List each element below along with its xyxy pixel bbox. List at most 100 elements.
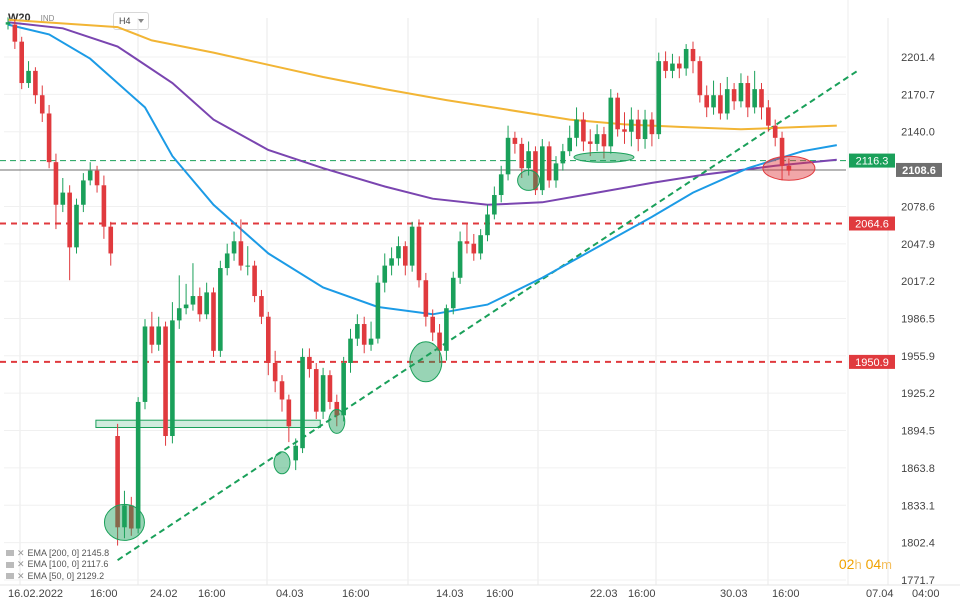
candle-body [115, 436, 120, 528]
grip-icon[interactable] [6, 550, 14, 557]
level-badge [849, 216, 895, 231]
x-tick-label: 16:00 [198, 588, 226, 600]
candle-body [176, 308, 182, 321]
candle [786, 158, 792, 176]
legend-item-ema50: ✕ EMA [50, 0] 2129.2 [6, 571, 109, 583]
grip-icon[interactable] [6, 561, 14, 568]
candle-body [279, 381, 285, 400]
candle [156, 316, 161, 351]
candle-body [183, 304, 189, 309]
candle-body [190, 296, 196, 305]
candle [752, 70, 757, 114]
candle-body [683, 48, 689, 69]
candle [519, 137, 525, 178]
candle-body [53, 162, 59, 205]
candle [409, 221, 415, 272]
candle-body [307, 356, 312, 370]
candle-body [149, 326, 155, 345]
candle [649, 112, 655, 147]
candle-body [704, 95, 709, 108]
candle [546, 141, 552, 188]
candle [772, 119, 778, 147]
candle-body [581, 119, 586, 142]
candle [512, 131, 518, 154]
candle [690, 41, 696, 74]
candle [553, 156, 559, 188]
candle [642, 109, 648, 149]
x-tick-label: 16.02.2022 [8, 588, 63, 600]
candle [464, 224, 470, 254]
level-badge-label: 2116.3 [856, 156, 889, 168]
x-tick-label: 24.02 [150, 588, 178, 600]
candle-body [313, 369, 319, 412]
candle-body [587, 141, 593, 144]
annotation-circle [328, 408, 346, 434]
y-tick-label: 1955.9 [901, 351, 935, 363]
level-badge [896, 162, 942, 177]
candle [5, 17, 11, 30]
candle [320, 367, 326, 419]
candle-body [779, 137, 785, 166]
candle [355, 314, 360, 346]
candle-body [396, 246, 401, 259]
candle [74, 198, 79, 254]
candle [724, 76, 730, 120]
candle-body [409, 226, 415, 266]
close-icon[interactable]: ✕ [17, 570, 25, 581]
candle [204, 282, 209, 320]
candle [33, 67, 38, 104]
candle [533, 146, 538, 196]
ema100-line [7, 21, 837, 206]
candle [67, 185, 72, 281]
candle-body [204, 292, 209, 315]
candle-body [430, 316, 435, 333]
timeframe-select[interactable]: H4 [113, 12, 149, 30]
candle [567, 125, 572, 157]
candle-body [512, 137, 518, 144]
candle [348, 328, 353, 373]
candle [87, 162, 93, 186]
candle-body [286, 399, 292, 427]
candle [101, 175, 107, 239]
candle-body [629, 119, 634, 132]
candle [670, 53, 675, 79]
candle-body [663, 61, 668, 71]
candle-body [272, 362, 278, 382]
candle [745, 75, 751, 118]
candle [163, 321, 168, 446]
grip-icon[interactable] [6, 573, 14, 580]
candle-body [122, 505, 127, 528]
annotation-circle [573, 151, 635, 163]
candle-body [60, 192, 66, 205]
candle [238, 219, 244, 271]
close-icon[interactable]: ✕ [17, 559, 25, 569]
candle [396, 236, 401, 266]
candle-body [423, 280, 429, 317]
candle-body [724, 89, 730, 114]
candle [300, 348, 305, 454]
candle-body [567, 137, 572, 152]
close-icon[interactable]: ✕ [17, 547, 25, 558]
candle-body [471, 243, 477, 254]
candle-body [670, 63, 675, 71]
candle-body [218, 268, 223, 351]
candle [142, 319, 148, 410]
candle [12, 19, 18, 49]
candle [286, 394, 292, 443]
x-tick-label: 04:00 [912, 588, 940, 600]
candle-body [46, 113, 52, 163]
candle [587, 129, 593, 157]
candle-body [163, 326, 168, 437]
candle-body [485, 214, 490, 236]
x-tick-label: 16:00 [90, 588, 118, 600]
candle-body [39, 95, 45, 114]
candle-body [519, 143, 525, 169]
candle-body [300, 356, 305, 449]
candle [574, 107, 579, 147]
candle [450, 271, 456, 315]
candle-body [786, 165, 792, 171]
candle [375, 275, 381, 344]
x-tick-label: 04.03 [276, 588, 304, 600]
candle [704, 85, 709, 118]
